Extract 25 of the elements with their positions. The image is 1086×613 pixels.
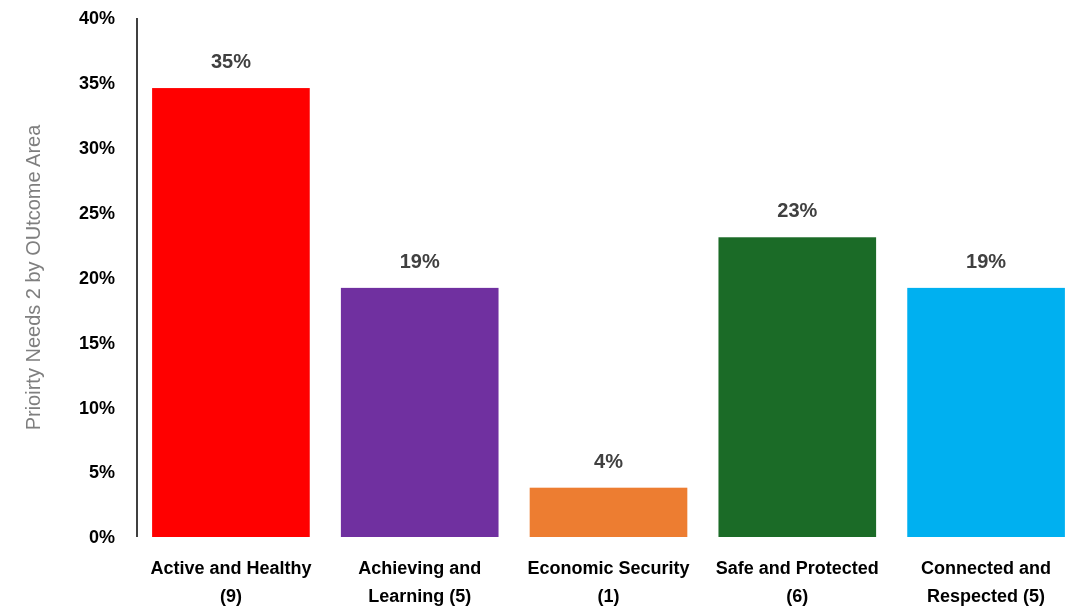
y-tick-label: 5% <box>88 462 115 483</box>
data-label: 19% <box>399 249 440 272</box>
x-tick-label: Safe and Protected (6) <box>715 558 879 606</box>
y-tick-label: 15% <box>78 332 115 353</box>
x-tick-label: Active and Healthy (9) <box>150 558 312 606</box>
y-tick-label: 40% <box>78 8 115 29</box>
y-tick-label: 10% <box>78 397 115 418</box>
bar <box>718 237 877 537</box>
x-tick-label: Economic Security (1) <box>527 558 690 606</box>
data-label: 23% <box>777 199 818 222</box>
y-tick-label: 0% <box>88 527 115 548</box>
x-tick-label: Connected and Respected (5) <box>921 558 1052 606</box>
x-tick-label: Achieving and Learning (5) <box>358 558 482 606</box>
bar <box>529 487 688 537</box>
data-label: 35% <box>210 50 252 73</box>
bar <box>340 287 499 537</box>
y-tick-label: 25% <box>78 202 115 223</box>
y-tick-label: 35% <box>78 73 115 94</box>
data-label: 19% <box>966 249 1007 272</box>
bar <box>907 287 1065 537</box>
bar <box>152 88 310 537</box>
y-axis-title: Prioirty Needs 2 by OUtcome Area <box>22 123 44 431</box>
y-tick-label: 20% <box>78 267 115 288</box>
data-label: 4% <box>594 449 624 472</box>
y-tick-label: 30% <box>78 138 115 159</box>
